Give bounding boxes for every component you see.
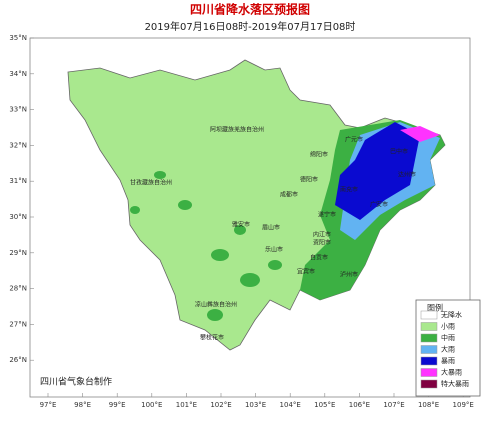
legend-swatch (420, 322, 438, 331)
place-label: 雅安市 (232, 221, 250, 229)
place-label: 南充市 (340, 186, 358, 194)
lon-label: 102°E (210, 401, 231, 409)
lat-label: 35°N (9, 34, 27, 42)
heavy-rainstorm-area (400, 126, 440, 142)
place-label: 成都市 (280, 191, 298, 199)
place-label: 自贡市 (310, 254, 328, 262)
lon-label: 103°E (245, 401, 266, 409)
lat-label: 30°N (9, 213, 27, 221)
place-label: 绵阳市 (310, 151, 328, 159)
credit: 四川省气象台制作 (40, 376, 112, 388)
legend-label: 特大暴雨 (441, 379, 469, 388)
lat-label: 32°N (9, 141, 27, 149)
legend-swatch (420, 345, 438, 354)
rainstorm-area (335, 122, 420, 220)
map-subtitle: 2019年07月16日08时-2019年07月17日08时 (145, 20, 356, 33)
legend-label: 小雨 (441, 322, 455, 331)
place-label: 攀枝花市 (200, 334, 224, 342)
lon-label: 98°E (74, 401, 91, 409)
legend-title: 图例 (427, 303, 443, 313)
legend-swatch (420, 379, 438, 389)
legend-swatch (420, 310, 438, 320)
lat-label: 34°N (9, 70, 27, 78)
place-label: 宜宾市 (297, 268, 315, 276)
place-label: 资阳市 (313, 239, 331, 247)
lon-label: 104°E (280, 401, 301, 409)
place-label: 达州市 (398, 171, 416, 179)
legend-label: 大暴雨 (441, 368, 462, 377)
legend-swatch (420, 356, 438, 366)
lon-label: 107°E (383, 401, 404, 409)
lon-label: 106°E (349, 401, 370, 409)
lon-label: 108°E (418, 401, 439, 409)
legend-label: 无降水 (441, 310, 462, 319)
lat-label: 33°N (9, 106, 27, 114)
place-label: 泸州市 (340, 271, 358, 279)
place-labels: 阿坝藏族羌族自治州 甘孜藏族自治州 广元市 绵阳市 巴中市 达州市 德阳市 成都… (130, 126, 416, 342)
place-label: 眉山市 (262, 224, 280, 232)
lat-label: 27°N (9, 320, 27, 328)
legend-swatch (420, 368, 438, 377)
lon-label: 105°E (314, 401, 335, 409)
place-label: 巴中市 (390, 148, 408, 156)
place-label: 内江市 (313, 231, 331, 239)
place-label: 德阳市 (300, 176, 318, 184)
place-label: 甘孜藏族自治州 (130, 179, 172, 187)
lon-label: 97°E (40, 401, 57, 409)
legend-label: 大雨 (441, 345, 455, 354)
place-label: 阿坝藏族羌族自治州 (210, 126, 264, 134)
lon-label: 100°E (141, 401, 162, 409)
place-label: 遂宁市 (318, 211, 336, 219)
lon-label: 109°E (453, 401, 474, 409)
lat-label: 26°N (9, 356, 27, 364)
map-title: 四川省降水落区预报图 (190, 2, 310, 17)
place-label: 广安市 (370, 201, 388, 209)
lat-label: 31°N (9, 177, 27, 185)
legend-swatch (420, 333, 438, 343)
graticule (30, 37, 464, 397)
lon-label: 101°E (176, 401, 197, 409)
place-label: 广元市 (345, 136, 363, 144)
legend-label: 中雨 (441, 333, 455, 342)
legend-label: 暴雨 (441, 357, 455, 365)
lat-label: 28°N (9, 285, 27, 293)
place-label: 乐山市 (265, 246, 283, 254)
lon-label: 99°E (109, 401, 126, 409)
place-label: 凉山彝族自治州 (195, 301, 237, 309)
lat-label: 29°N (9, 249, 27, 257)
